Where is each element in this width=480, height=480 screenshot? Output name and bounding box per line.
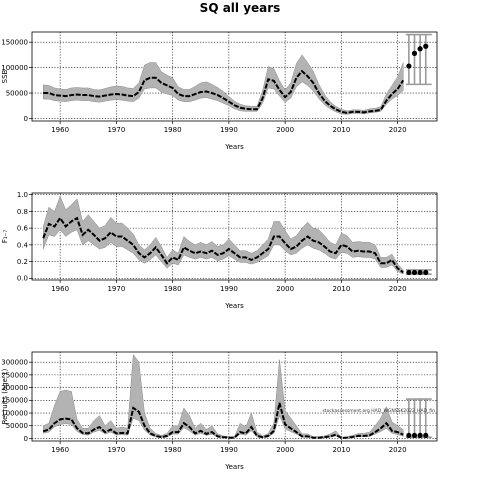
fbar-median-line	[42, 216, 404, 274]
recruits-projection-interval	[405, 398, 432, 438]
x-tick-label: 2020	[389, 446, 407, 454]
x-tick-label: 1970	[107, 285, 125, 293]
ssb-confidence-band	[43, 54, 404, 115]
recruits-x-axis-label: Years	[224, 463, 244, 471]
x-tick-label: 1980	[164, 285, 182, 293]
x-tick-label: 1970	[107, 126, 125, 134]
fbar-projection-point	[411, 269, 418, 276]
recruits-projection-point	[423, 432, 429, 439]
x-tick-label: 2000	[276, 285, 294, 293]
x-tick-label: 2000	[276, 446, 294, 454]
fbar-projection-point	[423, 269, 429, 276]
recruits-median-line	[42, 402, 404, 439]
x-tick-label: 1990	[220, 446, 238, 454]
y-tick-label: 1.0	[17, 191, 28, 199]
y-tick-label: 250000	[1, 371, 28, 379]
x-tick-label: 1970	[107, 446, 125, 454]
x-tick-label: 1990	[220, 285, 238, 293]
fbar-x-axis-label: Years	[224, 302, 244, 310]
recruits-axes-frame	[31, 351, 438, 442]
panels: 1960 1970 1980 1990 2000 2010 2020 0 50000 100000…	[1, 31, 438, 471]
fbar-confidence-band	[43, 195, 404, 275]
y-tick-label: 0.2	[17, 258, 28, 266]
ssb-projection-point	[417, 46, 423, 52]
y-tick-label: 0.6	[17, 225, 29, 233]
y-tick-label: 300000	[1, 359, 28, 367]
ssb-projection-interval	[405, 33, 432, 86]
x-tick-label: 2020	[389, 126, 407, 134]
x-tick-label: 2000	[276, 126, 294, 134]
x-tick-label: 1960	[51, 446, 69, 454]
ssb-axes-frame	[31, 31, 438, 122]
recruits-projection-point	[411, 432, 418, 439]
figure-title: SQ all years	[200, 1, 281, 15]
y-tick-label: 50000	[6, 89, 28, 97]
ssb-panel: 1960 1970 1980 1990 2000 2010 2020 0 50000 100000…	[1, 31, 438, 151]
y-tick-label: 0	[24, 115, 28, 123]
x-tick-label: 1960	[51, 285, 69, 293]
y-tick-label: 150000	[1, 397, 28, 405]
ssb-projection-point	[423, 43, 429, 49]
fbar-projection-point	[417, 269, 423, 276]
x-tick-label: 2010	[332, 285, 350, 293]
y-tick-label: 100000	[1, 64, 28, 72]
y-tick-label: 100000	[1, 409, 28, 417]
ssb-median-line	[43, 69, 405, 114]
y-tick-label: 0.0	[17, 275, 28, 283]
x-tick-label: 1980	[164, 126, 182, 134]
fbar-panel: 1960 1970 1980 1990 2000 2010 2020 0.0 0.2 0.4 0.6…	[1, 191, 438, 310]
fbar-projection-point	[406, 269, 412, 276]
ssb-projection-point	[411, 50, 418, 56]
ssb-y-axis-label: SSB	[1, 69, 9, 83]
x-tick-label: 2010	[332, 126, 350, 134]
y-tick-label: 50000	[6, 422, 28, 430]
recruits-y-axis-label: Recruits (age 1)	[1, 368, 9, 424]
x-tick-label: 2010	[332, 446, 350, 454]
ssb-projection-point	[406, 63, 412, 69]
recruits-projection-point	[417, 432, 423, 439]
fbar-axes-frame	[31, 192, 438, 281]
fbar-y-axis-label: F₁₋₇	[1, 230, 9, 244]
recruits-panel: 1960 1970 1980 1990 2000 2010 2020 0 50000 100000…	[1, 351, 438, 471]
x-tick-label: 1990	[220, 126, 238, 134]
x-tick-label: 2020	[389, 285, 407, 293]
recruits-projection-point	[406, 432, 412, 439]
y-tick-label: 0.8	[17, 208, 28, 216]
y-tick-label: 0.4	[17, 241, 29, 249]
ssb-x-axis-label: Years	[224, 143, 244, 151]
y-tick-label: 150000	[1, 39, 28, 47]
y-tick-label: 200000	[1, 384, 28, 392]
x-tick-label: 1980	[164, 446, 182, 454]
y-tick-label: 0	[24, 435, 28, 443]
recruits-annotation: stockassessment.org HAD_WGNSSK2022_HAD_f…	[323, 408, 436, 414]
x-tick-label: 1960	[51, 126, 69, 134]
